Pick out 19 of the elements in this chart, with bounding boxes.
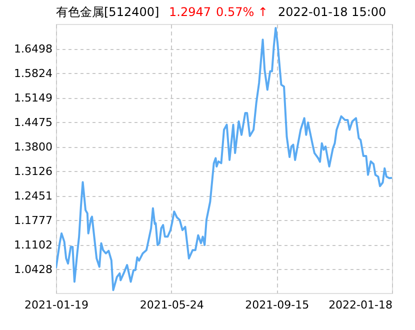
- y-tick-label: 1.0428: [14, 262, 52, 276]
- text: 1.2947: [169, 5, 211, 19]
- y-tick-label: 1.4475: [14, 116, 52, 129]
- y-tick-label: 1.6498: [14, 42, 52, 56]
- text: 0.57% ↑: [216, 5, 268, 19]
- y-tick-label: 1.2451: [14, 189, 52, 202]
- y-tick-label: 1.1102: [14, 238, 52, 252]
- y-tick-label: 1.1777: [14, 214, 52, 227]
- text: 2022-01-18 15:00: [278, 5, 386, 19]
- chart-title: 有色金属[512400]: [56, 5, 160, 19]
- x-tick-label: 2022-01-18: [328, 298, 392, 312]
- x-tick-label: 2021-01-19: [24, 298, 88, 312]
- x-tick-label: 2021-09-15: [245, 298, 310, 312]
- line-series: [56, 27, 392, 292]
- y-tick-label: 1.3126: [14, 164, 52, 178]
- y-tick-label: 1.5824: [14, 66, 52, 80]
- y-tick-label: 1.5149: [14, 91, 52, 104]
- x-tick-label: 2021-05-24: [140, 298, 204, 312]
- y-tick-label: 1.3800: [14, 140, 52, 154]
